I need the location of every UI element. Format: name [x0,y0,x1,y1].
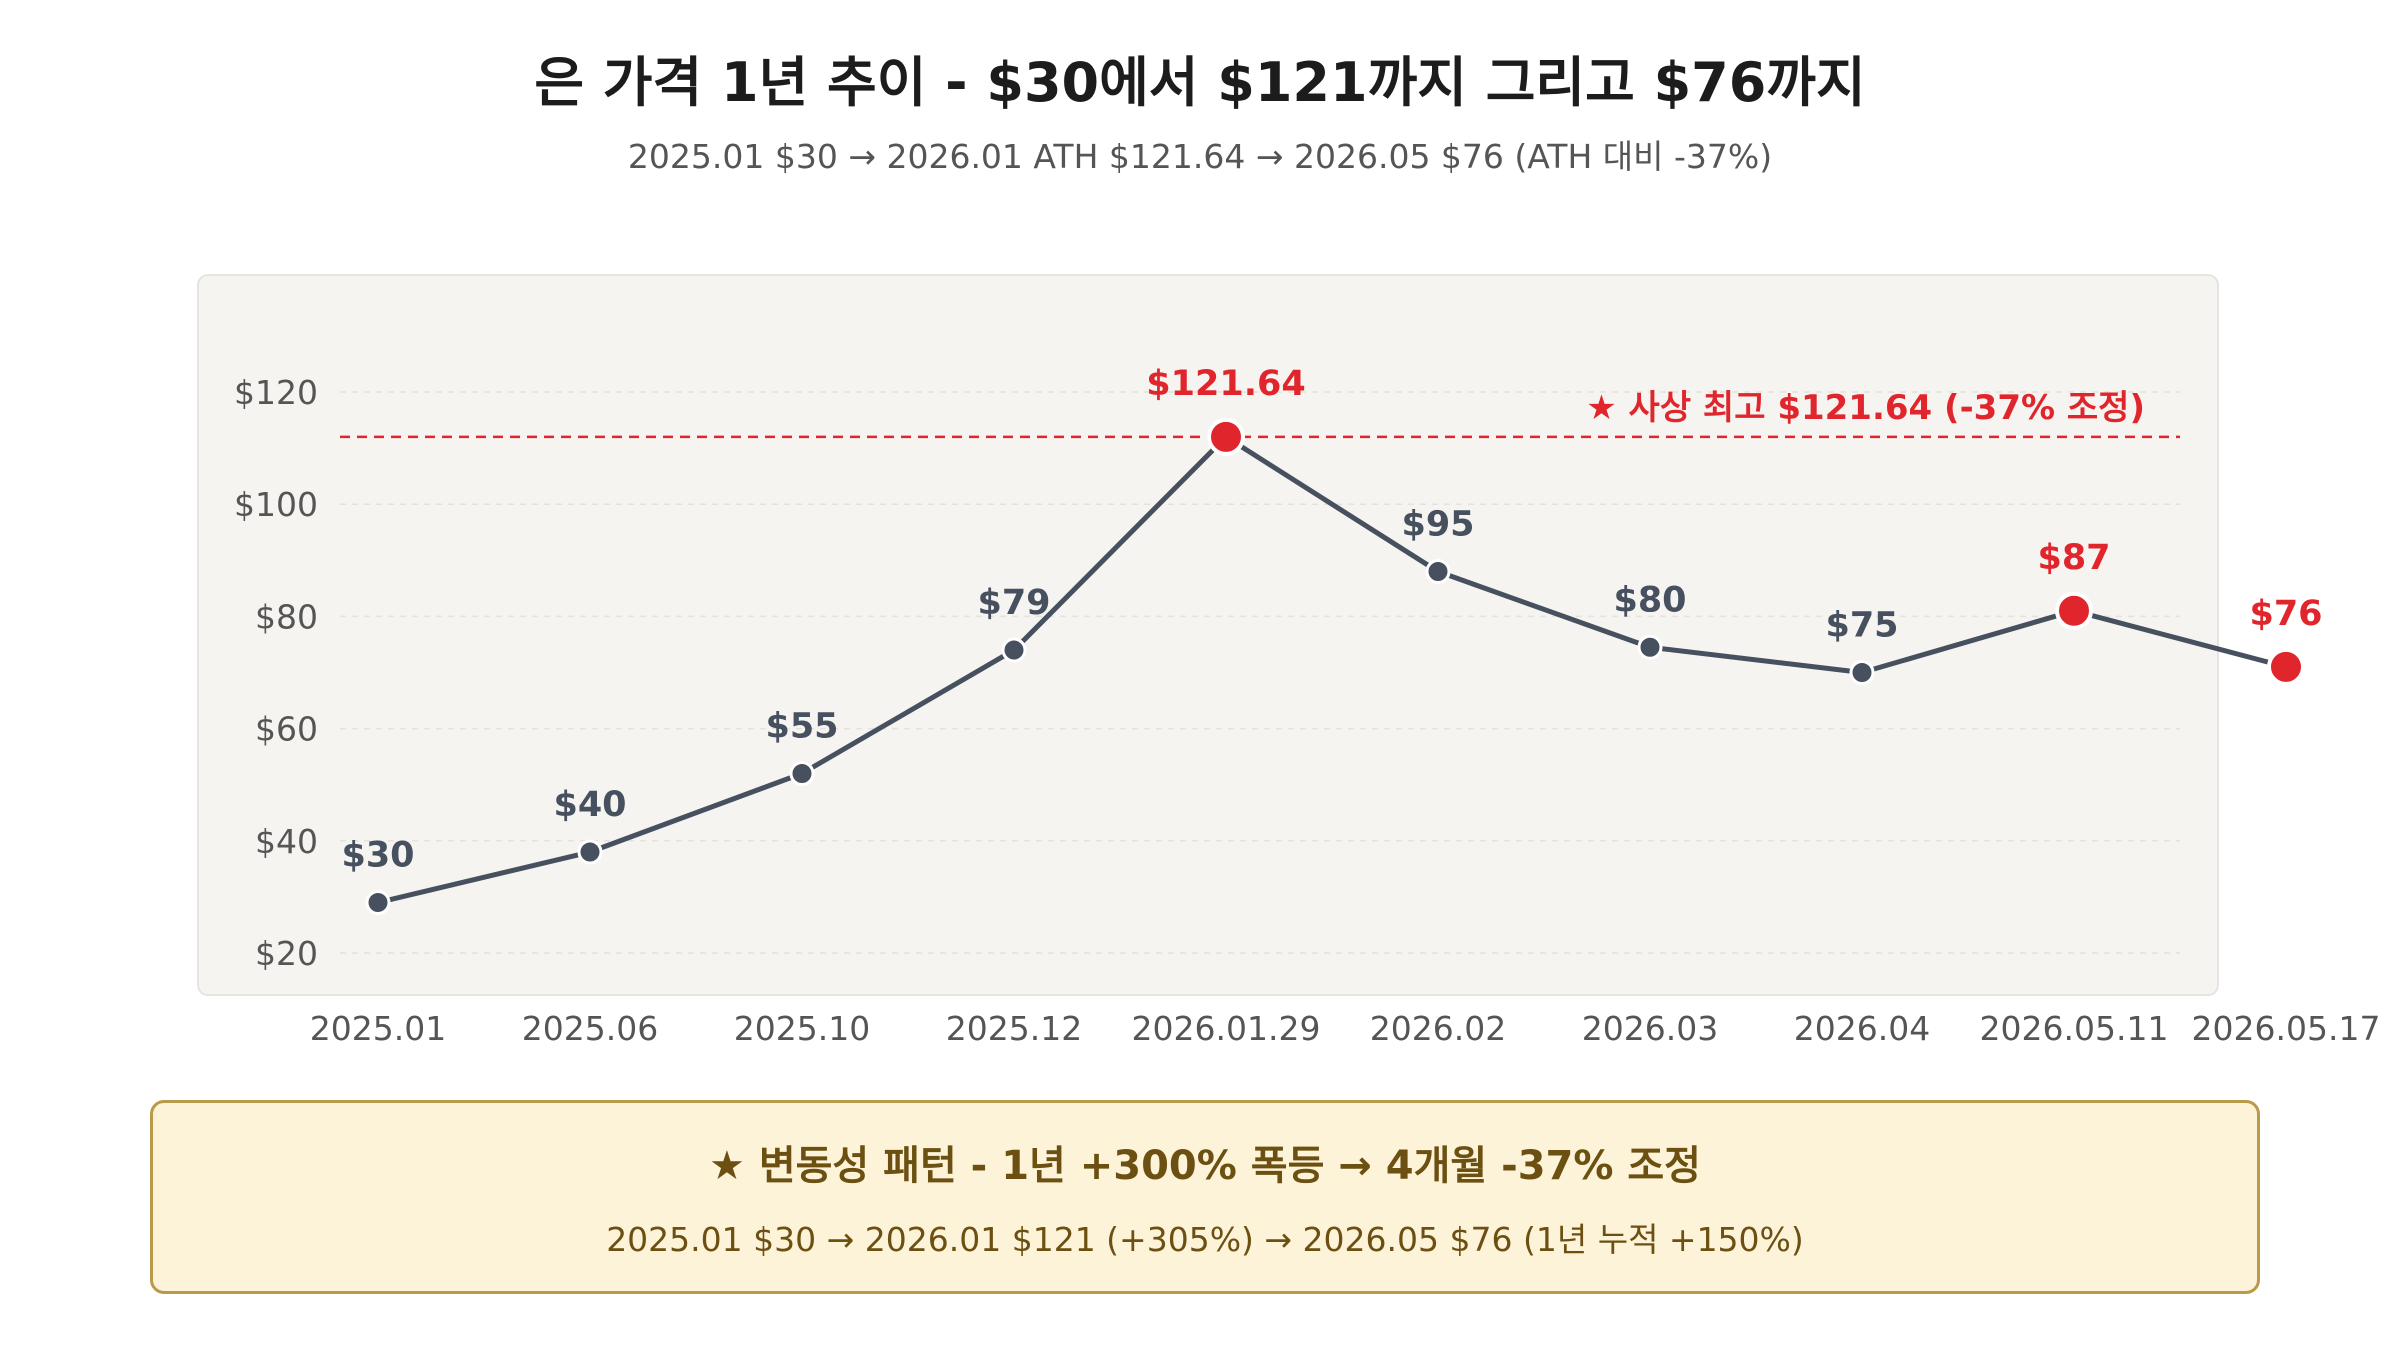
y-axis-ticks: $20 $40 $60 $80 $100 $120 [234,373,318,973]
data-label: $95 [1401,505,1474,545]
x-tick-label: 2026.05.11 [1980,1009,2169,1048]
data-label: $79 [977,583,1050,623]
data-point [365,890,391,916]
data-label: $55 [765,706,838,746]
volatility-note-box: ★ 변동성 패턴 - 1년 +300% 폭등 → 4개월 -37% 조정 202… [150,1100,2260,1294]
reference-line-group: ★ 사상 최고 $121.64 (-37% 조정) [340,388,2180,439]
data-label: $40 [553,785,626,825]
data-point [1637,634,1663,660]
ath-reference-label: ★ 사상 최고 $121.64 (-37% 조정) [1586,388,2145,428]
data-point-highlight [2055,591,2093,630]
series-line [377,434,2287,905]
data-labels: $30 $40 $55 $79 $121.64 $95 $80 $75 $87 $76 [341,364,2322,876]
chart-subtitle: 2025.01 $30 → 2026.01 ATH $121.64 → 2026… [627,137,1773,176]
data-point [1001,637,1027,663]
data-point [789,760,815,786]
data-points [365,417,2305,916]
x-tick-label: 2026.03 [1582,1009,1718,1048]
series-line-group [377,434,2287,905]
x-tick-label: 2026.05.17 [2192,1009,2381,1048]
note-text: 2025.01 $30 → 2026.01 $121 (+305%) → 202… [606,1220,1804,1259]
x-tick-label: 2025.01 [310,1009,446,1048]
data-label: $121.64 [1146,364,1305,404]
x-tick-label: 2025.06 [522,1009,658,1048]
data-label: $76 [2249,594,2322,634]
note-title: ★ 변동성 패턴 - 1년 +300% 폭등 → 4개월 -37% 조정 [709,1143,1701,1189]
data-point [1849,660,1875,685]
y-tick-label: $40 [255,822,318,861]
y-tick-label: $100 [234,485,318,524]
data-label: $30 [341,836,414,876]
data-point [1425,559,1451,585]
data-point-highlight [2267,647,2305,686]
y-tick-label: $60 [255,710,318,749]
y-tick-label: $80 [255,597,318,636]
y-tick-label: $120 [234,373,318,412]
x-axis-ticks: 2025.01 2025.06 2025.10 2025.12 2026.01.29 20… [310,1009,2381,1048]
data-label: $80 [1613,580,1686,620]
y-tick-label: $20 [255,934,318,973]
x-tick-label: 2025.10 [734,1009,870,1048]
data-point-highlight [1207,417,1245,456]
plot-area [197,274,2219,996]
data-label: $87 [2037,538,2110,578]
data-point [577,839,603,865]
x-tick-label: 2026.02 [1370,1009,1506,1048]
data-label: $75 [1825,606,1898,646]
x-tick-label: 2026.04 [1794,1009,1930,1048]
chart-title: 은 가격 1년 추이 - $30에서 $121까지 그리고 $76까지 [534,51,1866,114]
x-tick-label: 2025.12 [946,1009,1082,1048]
x-tick-label: 2026.01.29 [1132,1009,1321,1048]
